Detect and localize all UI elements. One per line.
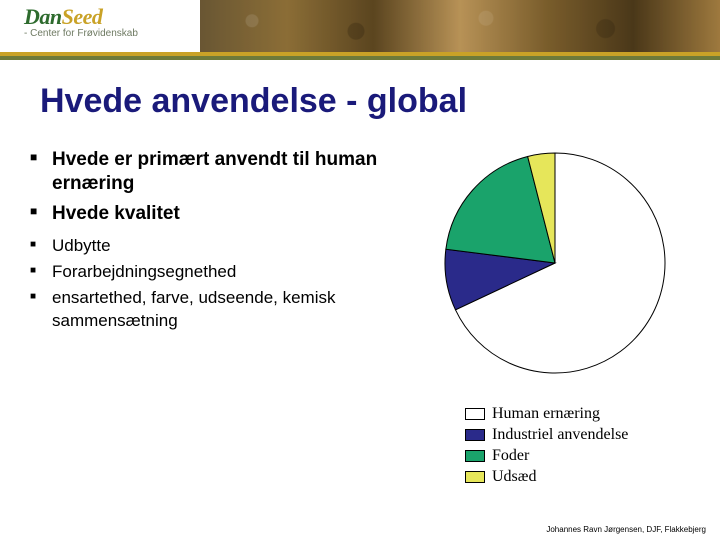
logo-seed-text: Seed (62, 4, 103, 30)
legend-swatch (465, 450, 485, 462)
footer-credit: Johannes Ravn Jørgensen, DJF, Flakkebjer… (546, 525, 706, 534)
slide: Dan Seed - Center for Frøvidenskab Hvede… (0, 0, 720, 540)
logo-dan-text: Dan (24, 4, 62, 30)
legend-row: Industriel anvendelse (465, 426, 628, 444)
bullet-list-main: Hvede er primært anvendt til human ernær… (30, 148, 380, 225)
legend-label: Human ernæring (492, 405, 600, 423)
legend-swatch (465, 429, 485, 441)
logo-tagline: - Center for Frøvidenskab (24, 28, 200, 39)
content-block: Hvede er primært anvendt til human ernær… (30, 148, 380, 336)
logo: Dan Seed - Center for Frøvidenskab (0, 0, 200, 52)
banner: Dan Seed - Center for Frøvidenskab (0, 0, 720, 52)
bullet-sub: Forarbejdningsegnethed (30, 261, 380, 283)
pie-svg (410, 145, 700, 385)
legend-swatch (465, 471, 485, 483)
legend-label: Foder (492, 447, 529, 465)
legend-row: Udsæd (465, 468, 628, 486)
pie-chart (410, 145, 700, 385)
bullet-sub: ensartethed, farve, udseende, kemisk sam… (30, 287, 380, 331)
accent-bar-olive (0, 56, 720, 60)
bullet-sub: Udbytte (30, 235, 380, 257)
legend-swatch (465, 408, 485, 420)
legend: Human ernæring Industriel anvendelse Foder… (465, 405, 628, 489)
legend-label: Udsæd (492, 468, 536, 486)
bullet-list-sub: Udbytte Forarbejdningsegnethed ensarteth… (30, 235, 380, 331)
banner-photo (200, 0, 720, 52)
bullet-main: Hvede kvalitet (30, 202, 380, 226)
legend-row: Foder (465, 447, 628, 465)
page-title: Hvede anvendelse - global (40, 82, 467, 121)
legend-row: Human ernæring (465, 405, 628, 423)
legend-label: Industriel anvendelse (492, 426, 628, 444)
bullet-main: Hvede er primært anvendt til human ernær… (30, 148, 380, 196)
